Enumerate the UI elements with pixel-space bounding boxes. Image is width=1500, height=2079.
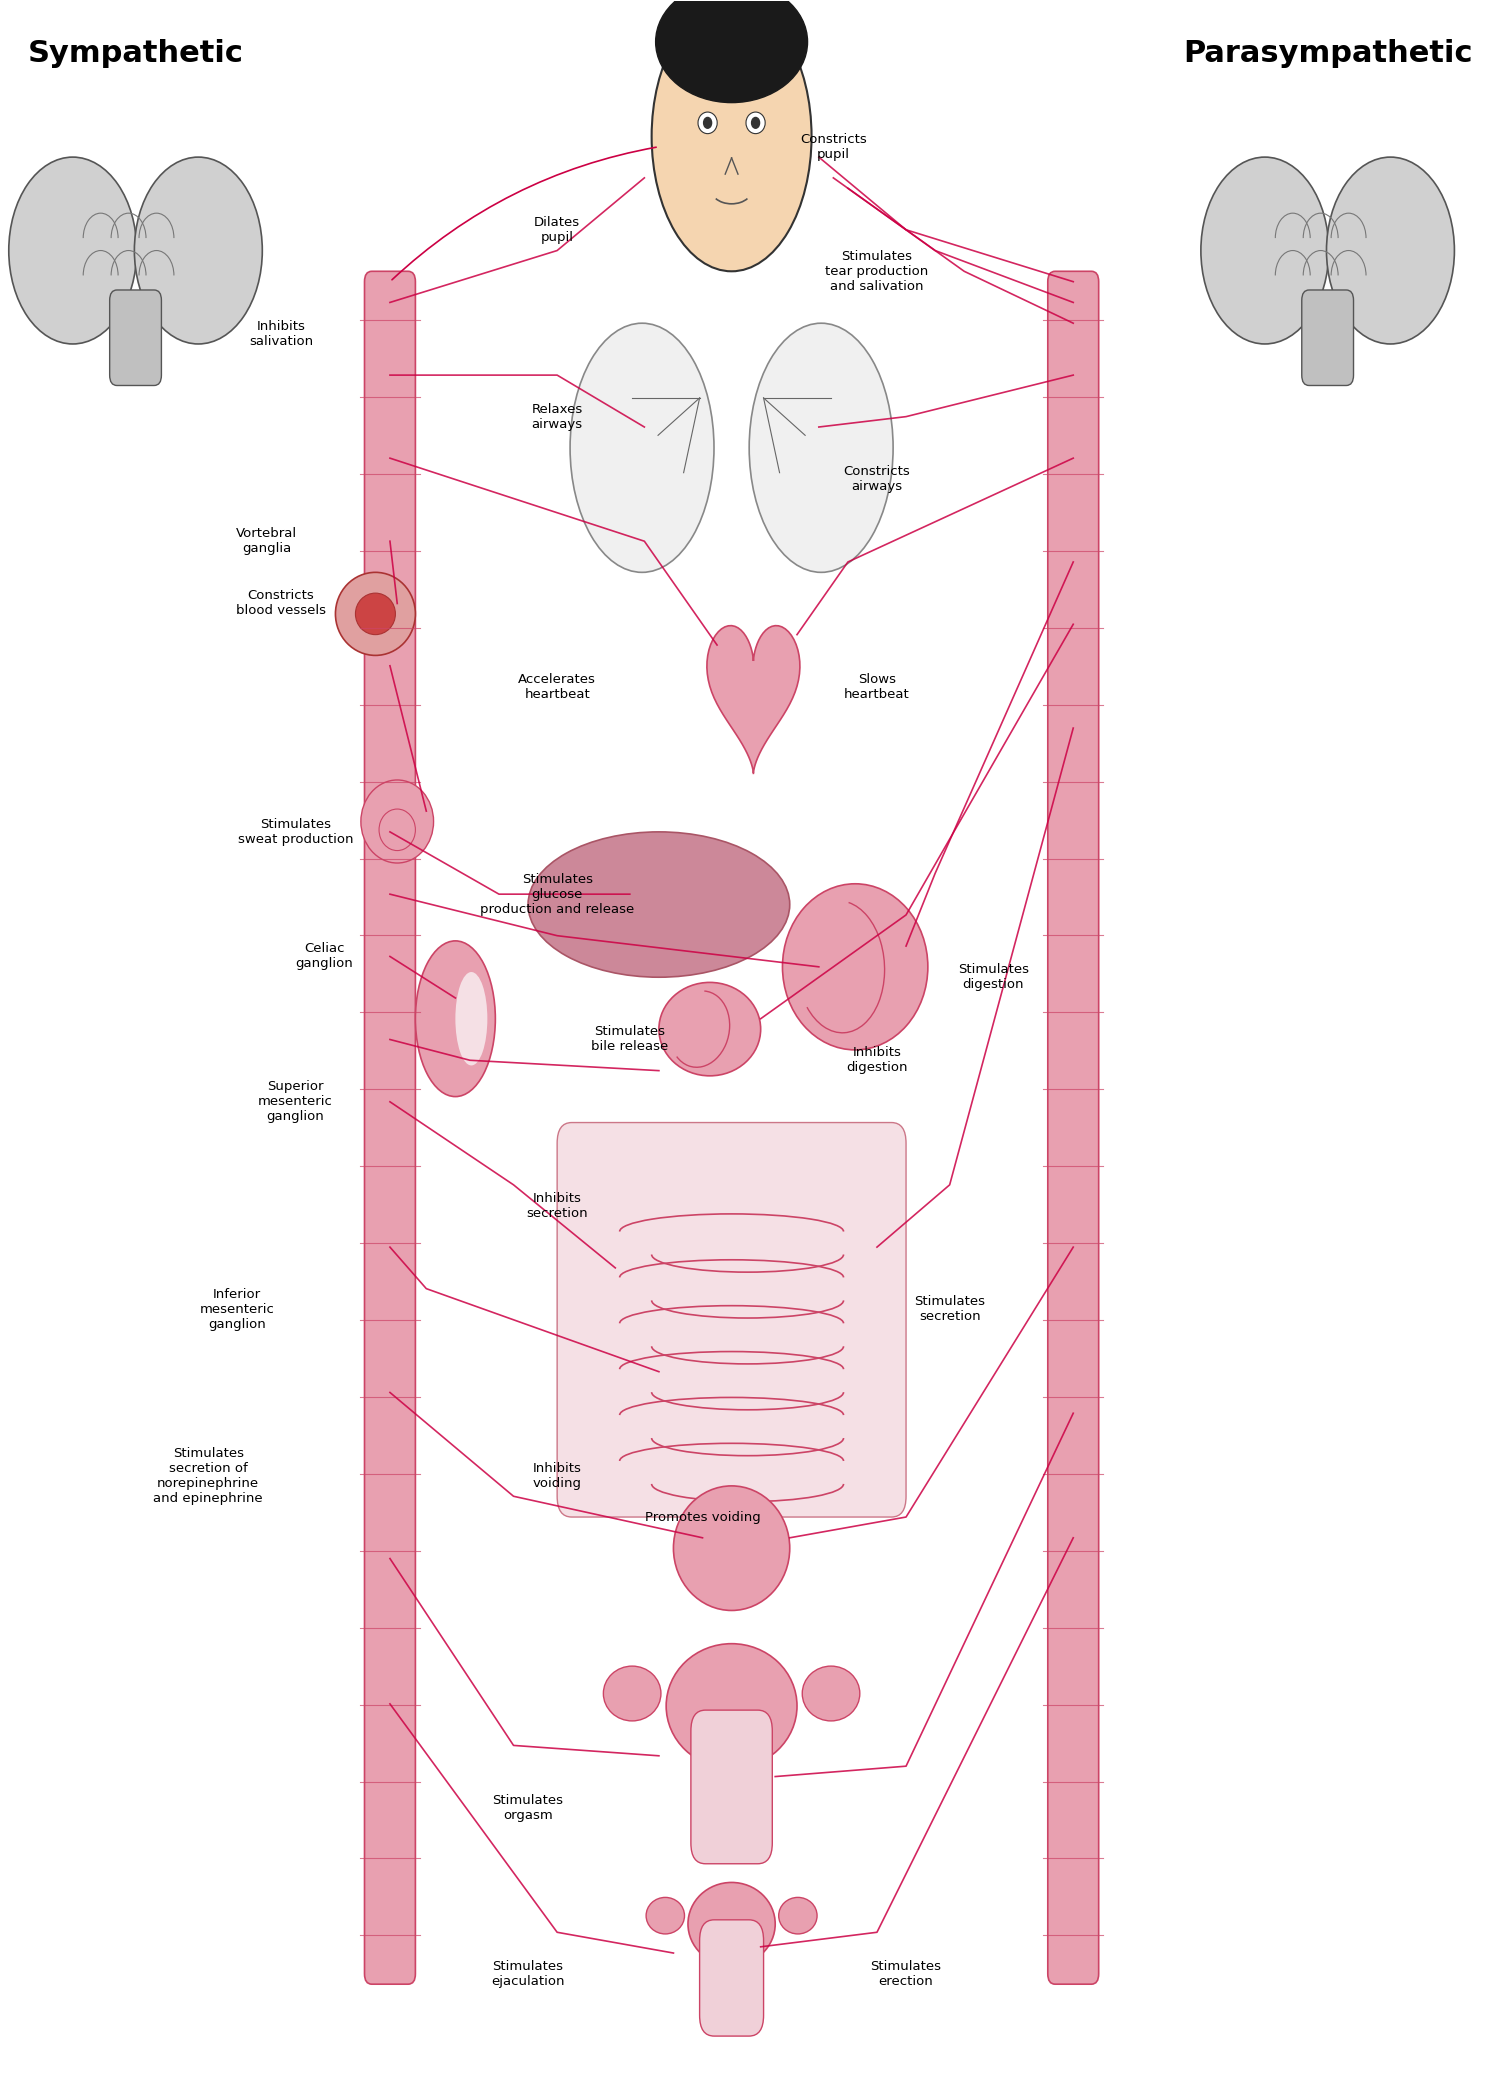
Ellipse shape: [658, 983, 760, 1075]
Text: Stimulates
ejaculation: Stimulates ejaculation: [492, 1960, 566, 1988]
Text: Constricts
pupil: Constricts pupil: [800, 133, 867, 160]
Ellipse shape: [783, 884, 928, 1050]
Ellipse shape: [651, 2, 812, 270]
FancyBboxPatch shape: [692, 1711, 772, 1863]
Ellipse shape: [802, 1665, 859, 1721]
Text: Relaxes
airways: Relaxes airways: [531, 403, 584, 430]
Ellipse shape: [748, 322, 892, 572]
Text: Parasympathetic: Parasympathetic: [1184, 40, 1473, 69]
Text: Inhibits
digestion: Inhibits digestion: [846, 1046, 908, 1075]
Ellipse shape: [9, 158, 136, 343]
Text: Promotes voiding: Promotes voiding: [645, 1511, 760, 1524]
FancyBboxPatch shape: [364, 270, 416, 1983]
FancyBboxPatch shape: [699, 1919, 764, 2035]
Ellipse shape: [336, 572, 416, 655]
Ellipse shape: [356, 593, 396, 634]
Ellipse shape: [674, 1486, 789, 1611]
Text: Stimulates
secretion: Stimulates secretion: [914, 1295, 986, 1324]
Text: Inhibits
voiding: Inhibits voiding: [532, 1462, 582, 1489]
Ellipse shape: [778, 1898, 818, 1933]
Ellipse shape: [362, 780, 434, 863]
Text: Stimulates
sweat production: Stimulates sweat production: [237, 817, 352, 846]
FancyBboxPatch shape: [1048, 270, 1098, 1983]
Ellipse shape: [666, 1644, 796, 1769]
Text: Inhibits
secretion: Inhibits secretion: [526, 1191, 588, 1220]
Text: Sympathetic: Sympathetic: [27, 40, 243, 69]
Text: Stimulates
erection: Stimulates erection: [870, 1960, 942, 1988]
Text: Superior
mesenteric
ganglion: Superior mesenteric ganglion: [258, 1081, 333, 1123]
Text: Constricts
blood vessels: Constricts blood vessels: [236, 590, 326, 617]
FancyBboxPatch shape: [110, 289, 162, 385]
Text: Dilates
pupil: Dilates pupil: [534, 216, 580, 243]
Ellipse shape: [704, 116, 711, 129]
Ellipse shape: [570, 322, 714, 572]
Ellipse shape: [656, 0, 807, 102]
FancyBboxPatch shape: [1302, 289, 1353, 385]
Ellipse shape: [698, 112, 717, 133]
Ellipse shape: [752, 116, 759, 129]
Text: Celiac
ganglion: Celiac ganglion: [296, 942, 354, 971]
Text: Stimulates
glucose
production and release: Stimulates glucose production and releas…: [480, 873, 634, 915]
Text: Stimulates
bile release: Stimulates bile release: [591, 1025, 669, 1054]
Text: Stimulates
secretion of
norepinephrine
and epinephrine: Stimulates secretion of norepinephrine a…: [153, 1447, 262, 1505]
Text: Stimulates
tear production
and salivation: Stimulates tear production and salivatio…: [825, 249, 928, 293]
Ellipse shape: [646, 1898, 684, 1933]
Text: Constricts
airways: Constricts airways: [843, 466, 910, 493]
Ellipse shape: [1202, 158, 1329, 343]
Ellipse shape: [746, 112, 765, 133]
FancyBboxPatch shape: [556, 1123, 906, 1518]
Text: Inferior
mesenteric
ganglion: Inferior mesenteric ganglion: [200, 1287, 274, 1331]
Ellipse shape: [456, 973, 488, 1064]
Ellipse shape: [1326, 158, 1455, 343]
Ellipse shape: [528, 832, 789, 977]
Text: Stimulates
orgasm: Stimulates orgasm: [492, 1794, 564, 1821]
Text: Vortebral
ganglia: Vortebral ganglia: [236, 528, 297, 555]
Ellipse shape: [688, 1881, 776, 1965]
Text: Accelerates
heartbeat: Accelerates heartbeat: [518, 672, 596, 701]
Text: Slows
heartbeat: Slows heartbeat: [844, 672, 910, 701]
Ellipse shape: [135, 158, 262, 343]
Text: Stimulates
digestion: Stimulates digestion: [958, 963, 1029, 992]
Polygon shape: [706, 626, 800, 773]
Ellipse shape: [603, 1665, 662, 1721]
Text: Inhibits
salivation: Inhibits salivation: [249, 320, 314, 347]
Ellipse shape: [416, 942, 495, 1096]
